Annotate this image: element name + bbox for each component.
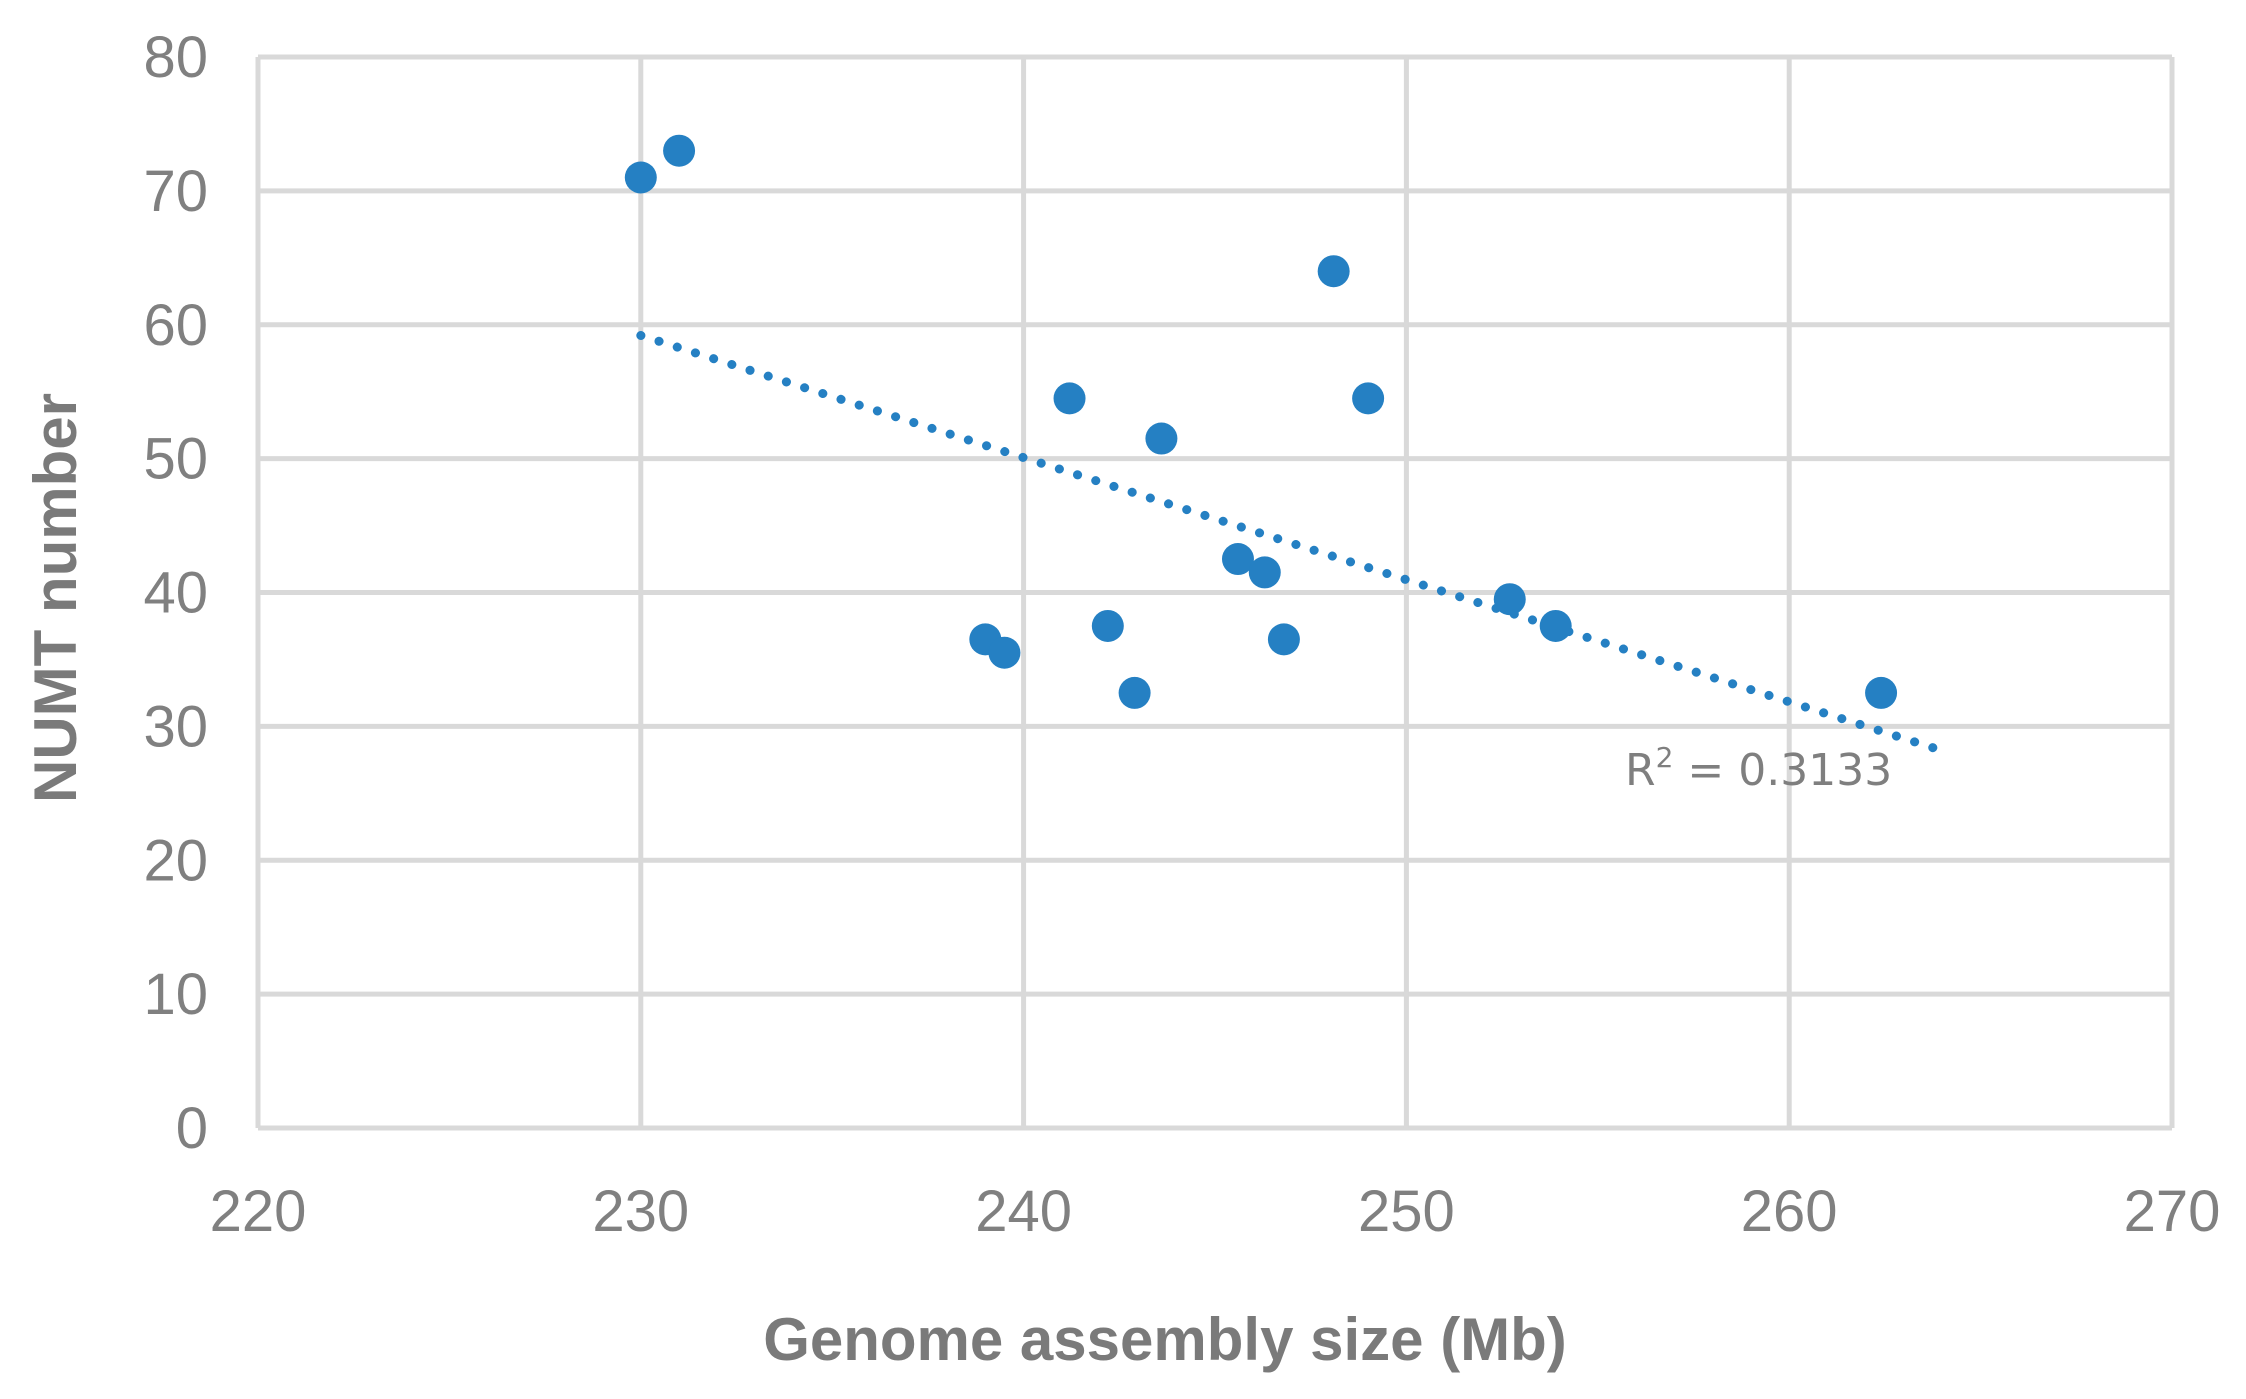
- data-point-4: [1053, 382, 1086, 415]
- data-point-1: [663, 134, 696, 167]
- r-squared-value: = 0.3133: [1673, 745, 1892, 796]
- x-tick-label-230: 230: [592, 1179, 689, 1244]
- y-tick-label-60: 60: [143, 293, 208, 358]
- r-squared-label: R2 = 0.3133: [1625, 741, 1892, 796]
- y-tick-label-50: 50: [143, 427, 208, 492]
- y-tick-label-0: 0: [176, 1096, 208, 1161]
- y-tick-label-20: 20: [143, 828, 208, 893]
- x-tick-label-270: 270: [2124, 1179, 2221, 1244]
- x-tick-label-240: 240: [975, 1179, 1072, 1244]
- y-tick-labels: 0 10 20 30 40 50 60 70 80: [143, 25, 208, 1161]
- y-tick-label-30: 30: [143, 694, 208, 759]
- y-tick-label-70: 70: [143, 159, 208, 224]
- data-point-13: [1493, 583, 1526, 616]
- data-point-12: [1352, 382, 1385, 415]
- data-point-0: [624, 161, 657, 194]
- data-point-6: [1118, 676, 1151, 709]
- data-point-9: [1248, 556, 1281, 589]
- trendline-line: [636, 330, 1955, 758]
- r-squared-symbol: R: [1625, 745, 1656, 796]
- trendline: [636, 330, 1955, 758]
- data-point-3: [988, 636, 1021, 669]
- data-point-10: [1267, 623, 1300, 656]
- data-point-8: [1221, 543, 1254, 576]
- data-point-7: [1145, 422, 1178, 455]
- data-point-11: [1317, 255, 1350, 288]
- data-points: [624, 134, 1898, 709]
- y-tick-label-10: 10: [143, 962, 208, 1027]
- data-point-5: [1091, 609, 1124, 642]
- y-tick-label-40: 40: [143, 561, 208, 626]
- x-axis-title: Genome assembly size (Mb): [763, 1306, 1567, 1373]
- data-point-15: [1865, 676, 1898, 709]
- data-point-14: [1539, 609, 1572, 642]
- y-axis-title: NUMT number: [22, 393, 89, 803]
- x-tick-label-260: 260: [1741, 1179, 1838, 1244]
- y-tick-label-80: 80: [143, 25, 208, 90]
- x-tick-label-220: 220: [210, 1179, 307, 1244]
- x-tick-label-250: 250: [1358, 1179, 1455, 1244]
- r-squared-exponent: 2: [1656, 741, 1674, 774]
- grid: [255, 54, 2175, 1131]
- x-tick-labels: 220 230 240 250 260 270: [210, 1179, 2221, 1244]
